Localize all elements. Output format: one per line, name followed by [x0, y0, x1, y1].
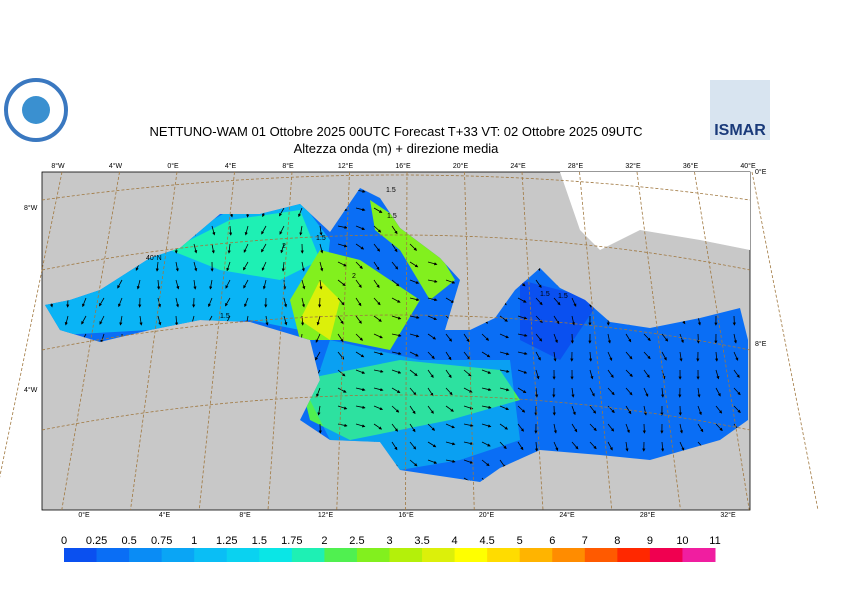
- colorbar-cell: [650, 548, 683, 562]
- contour-label: 1.5: [387, 213, 397, 220]
- top-label: 8°W: [51, 162, 65, 170]
- top-label: 16°E: [395, 162, 411, 170]
- colorbar-label: 0.25: [86, 535, 107, 547]
- colorbar-cell: [194, 548, 227, 562]
- colorbar-label: 0.75: [151, 535, 172, 547]
- top-label: 4°E: [225, 162, 237, 170]
- colorbar-cell: [520, 548, 553, 562]
- colorbar-cell: [682, 548, 715, 562]
- colorbar-label: 6: [549, 535, 555, 547]
- colorbar-cell: [64, 548, 97, 562]
- contour-label: 2: [352, 273, 356, 280]
- colorbar-label: 10: [676, 535, 688, 547]
- top-label: 0°E: [167, 162, 179, 170]
- colorbar-cell: [487, 548, 520, 562]
- left-label: 8°W: [24, 204, 38, 212]
- top-label: 24°E: [510, 162, 526, 170]
- colorbar-cell: [259, 548, 292, 562]
- colorbar-label: 3: [386, 535, 392, 547]
- colorbar-label: 4.5: [480, 535, 495, 547]
- colorbar-cell: [97, 548, 130, 562]
- colorbar-label: 1.5: [252, 535, 267, 547]
- colorbar-label: 8: [614, 535, 620, 547]
- colorbar-cell: [129, 548, 162, 562]
- bottom-label: 0°E: [78, 511, 90, 519]
- top-label: 20°E: [453, 162, 469, 170]
- contour-label: 1.5: [540, 291, 550, 298]
- bottom-label: 8°E: [239, 511, 251, 519]
- colorbar-cell: [617, 548, 650, 562]
- logo-text: ISMAR: [714, 122, 766, 139]
- colorbar-label: 1: [191, 535, 197, 547]
- bottom-label: 20°E: [479, 511, 495, 519]
- subtitle: Altezza onda (m) + direzione media: [294, 141, 500, 156]
- colorbar-cell: [585, 548, 618, 562]
- right-label: 8°E: [755, 340, 767, 348]
- colorbar-label: 7: [582, 535, 588, 547]
- top-label: 32°E: [625, 162, 641, 170]
- bottom-label: 32°E: [720, 511, 736, 519]
- colorbar-label: 5: [517, 535, 523, 547]
- colorbar-cell: [324, 548, 357, 562]
- colorbar-label: 9: [647, 535, 653, 547]
- contour-label: 1.5: [386, 187, 396, 194]
- top-label: 28°E: [568, 162, 584, 170]
- map: [0, 172, 818, 510]
- colorbar-label: 0: [61, 535, 67, 547]
- contour-label: 1.5: [316, 235, 326, 242]
- bottom-label: 12°E: [318, 511, 334, 519]
- colorbar-label: 1.25: [216, 535, 237, 547]
- colorbar-cell: [455, 548, 488, 562]
- colorbar-cell: [390, 548, 423, 562]
- colorbar-label: 3.5: [414, 535, 429, 547]
- bottom-label: 16°E: [398, 511, 414, 519]
- top-label: 8°E: [282, 162, 294, 170]
- top-label: 12°E: [338, 162, 354, 170]
- colorbar-label: 4: [452, 535, 458, 547]
- colorbar-cell: [227, 548, 260, 562]
- colorbar-label: 2: [321, 535, 327, 547]
- colorbar-cell: [292, 548, 325, 562]
- bottom-label: 28°E: [640, 511, 656, 519]
- colorbar-cell: [357, 548, 390, 562]
- colorbar-label: 1.75: [281, 535, 302, 547]
- top-label: 40°E: [740, 162, 756, 170]
- contour-label: 1.5: [220, 313, 230, 320]
- colorbar-cell: [422, 548, 455, 562]
- top-label: 36°E: [683, 162, 699, 170]
- colorbar-cell: [552, 548, 585, 562]
- contour-label: 2: [282, 243, 286, 250]
- top-label: 4°W: [109, 162, 123, 170]
- right-label: 0°E: [755, 168, 767, 176]
- colorbar-label: 2.5: [349, 535, 364, 547]
- left-label: 4°W: [24, 386, 38, 394]
- bottom-label: 24°E: [559, 511, 575, 519]
- title: NETTUNO-WAM 01 Ottobre 2025 00UTC Foreca…: [149, 124, 642, 139]
- left-label: 40°N: [146, 254, 162, 262]
- logo: [22, 96, 50, 124]
- bottom-label: 4°E: [159, 511, 171, 519]
- colorbar-cell: [162, 548, 195, 562]
- colorbar-label: 0.5: [121, 535, 136, 547]
- colorbar-label: 11: [709, 535, 720, 547]
- contour-label: 1.5: [558, 293, 568, 300]
